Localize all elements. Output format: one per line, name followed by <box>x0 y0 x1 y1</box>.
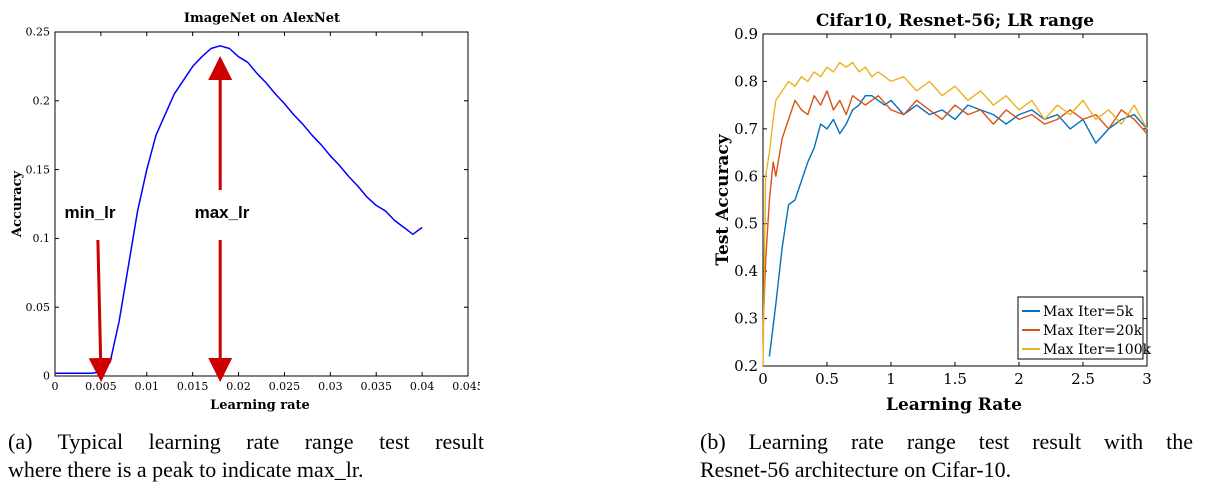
x-tick-label: 2.5 <box>1071 370 1095 388</box>
x-tick-label: 0.025 <box>269 380 301 393</box>
x-tick-label: 0.005 <box>85 380 117 393</box>
y-tick-label: 0.05 <box>26 301 51 314</box>
y-tick-label: 0.8 <box>734 72 758 90</box>
y-tick-label: 0 <box>43 370 50 383</box>
x-tick-label: 0.5 <box>815 370 839 388</box>
x-tick-label: 0.01 <box>135 380 160 393</box>
chart-title: Cifar10, Resnet-56; LR range <box>816 11 1094 31</box>
y-axis-label: Test Accuracy <box>713 133 733 265</box>
series-line-2 <box>762 90 1148 333</box>
caption-a-line-1: (a) Typical learning rate range test res… <box>8 429 484 454</box>
plot-frame <box>54 31 469 377</box>
legend-label-3: Max Iter=100k <box>1043 342 1152 358</box>
caption-b: (b) Learning rate range test result with… <box>700 428 1193 484</box>
y-tick-label: 0.9 <box>734 25 758 43</box>
x-tick-label: 0.045 <box>452 380 480 393</box>
x-axis-label: Learning Rate <box>886 395 1022 415</box>
x-tick-label: 2 <box>1014 370 1024 388</box>
x-tick-label: 0.02 <box>226 380 251 393</box>
legend-label-2: Max Iter=20k <box>1043 323 1143 339</box>
y-tick-label: 0.4 <box>734 262 758 280</box>
max-lr-label: max_lr <box>195 203 250 222</box>
chart-cifar10-resnet56: Cifar10, Resnet-56; LR range Learning Ra… <box>713 11 1152 415</box>
x-tick-label: 0 <box>758 370 768 388</box>
min-lr-label: min_lr <box>64 203 115 222</box>
y-tick-label: 0.2 <box>734 357 758 375</box>
y-tick-label: 0.6 <box>734 167 758 185</box>
chart-imagenet-alexnet: ImageNet on AlexNet Learning rate Accura… <box>10 11 480 413</box>
caption-b-line-1: (b) Learning rate range test result with… <box>700 429 1193 454</box>
x-tick-label: 0.035 <box>360 380 392 393</box>
x-tick-label: 0.015 <box>177 380 209 393</box>
x-tick-label: 0.03 <box>318 380 343 393</box>
min-lr-arrow <box>88 239 113 382</box>
x-tick-label: 1 <box>886 370 896 388</box>
y-tick-label: 0.5 <box>734 215 758 233</box>
y-tick-label: 0.15 <box>26 163 51 176</box>
caption-b-line-2: Resnet-56 architecture on Cifar-10. <box>700 457 1012 482</box>
series-line-3 <box>762 61 1148 367</box>
chart-title: ImageNet on AlexNet <box>184 11 340 26</box>
series-line-1 <box>768 94 1148 357</box>
y-tick-label: 0.25 <box>26 26 51 39</box>
legend-label-1: Max Iter=5k <box>1043 304 1134 320</box>
x-tick-label: 0.04 <box>410 380 435 393</box>
caption-a-line-2: where there is a peak to indicate max_lr… <box>8 457 364 482</box>
x-tick-label: 1.5 <box>943 370 967 388</box>
y-tick-label: 0.2 <box>33 94 51 107</box>
x-axis-label: Learning rate <box>210 398 310 413</box>
x-tick-label: 3 <box>1142 370 1152 388</box>
y-axis-label: Accuracy <box>10 171 25 239</box>
caption-a: (a) Typical learning rate range test res… <box>8 428 484 484</box>
x-tick-label: 0 <box>52 380 59 393</box>
y-tick-label: 0.3 <box>734 310 758 328</box>
y-tick-label: 0.7 <box>734 120 758 138</box>
y-tick-label: 0.1 <box>33 232 51 245</box>
series-line-1 <box>55 45 423 374</box>
